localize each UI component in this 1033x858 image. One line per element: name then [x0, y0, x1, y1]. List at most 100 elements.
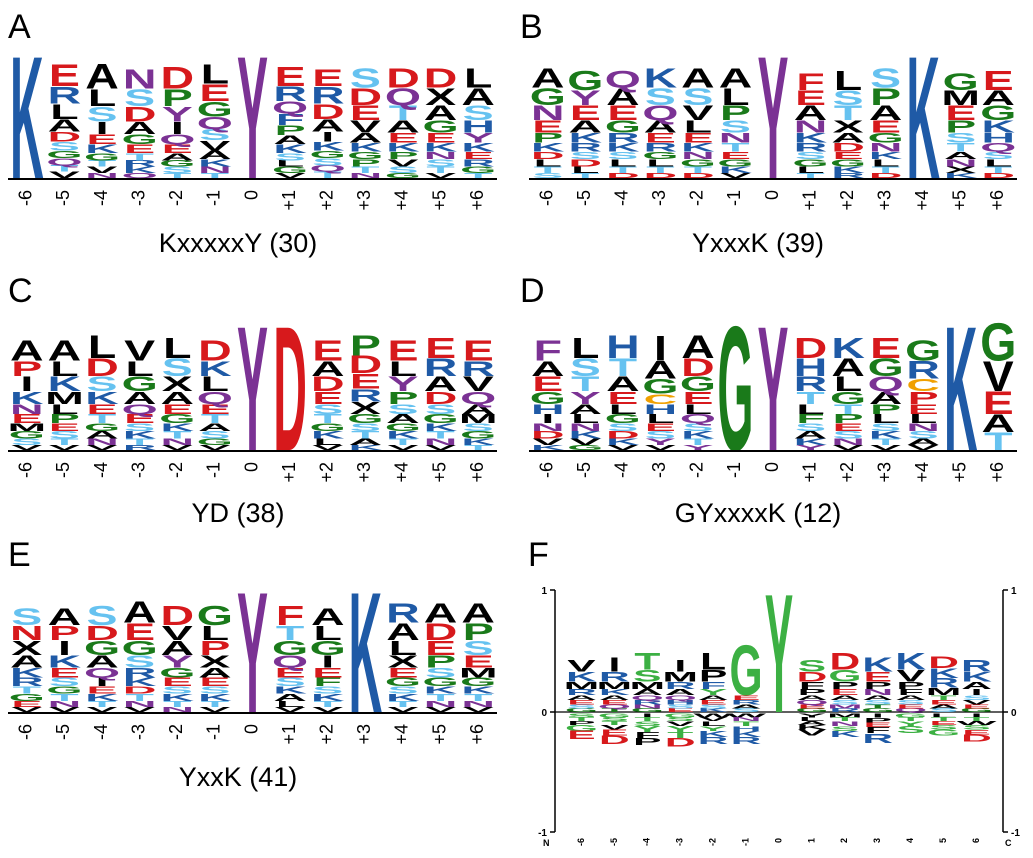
- position-label: -2: [166, 724, 186, 740]
- residue-glyph: R: [731, 735, 762, 746]
- residue-e: E: [162, 142, 193, 156]
- residue-glyph: Q: [310, 164, 346, 174]
- residue-glyph: T: [201, 172, 229, 180]
- residue-glyph: S: [897, 699, 925, 707]
- residue-glyph: R: [665, 680, 696, 692]
- residue-n: N: [681, 150, 714, 162]
- residue-q: Q: [868, 372, 904, 396]
- residue-a: A: [198, 665, 232, 680]
- residue-glyph: Q: [272, 98, 308, 117]
- residue-glyph: S: [795, 150, 826, 162]
- residue-glyph: M: [926, 686, 961, 698]
- residue-glyph: K: [85, 388, 119, 408]
- residue-glyph: A: [160, 388, 194, 408]
- position-label: +1: [279, 724, 299, 745]
- residue-glyph: D: [349, 83, 383, 111]
- residue-glyph: T: [88, 159, 117, 169]
- residue-m: M: [630, 680, 665, 692]
- residue-n: N: [719, 130, 752, 146]
- residue-g: G: [310, 148, 346, 160]
- residue-r: R: [386, 598, 420, 629]
- residue-g: G: [642, 150, 678, 162]
- residue-k: K: [48, 652, 82, 671]
- residue-d: D: [829, 649, 860, 675]
- residue-glyph: R: [123, 159, 157, 169]
- residue-glyph: H: [981, 130, 1014, 146]
- panel-caption: YxxxK (39): [692, 228, 824, 258]
- residue-v: V: [532, 437, 564, 447]
- residue-t: T: [314, 412, 343, 426]
- residue-glyph: V: [570, 437, 602, 447]
- residue-glyph: R: [961, 657, 992, 676]
- residue-e: E: [124, 142, 155, 156]
- residue-t: T: [351, 429, 380, 441]
- residue-l: L: [684, 402, 712, 418]
- residue-i: I: [971, 713, 983, 718]
- residue-s: S: [962, 694, 990, 702]
- residue-glyph: E: [463, 652, 494, 671]
- residue-glyph: E: [387, 665, 418, 680]
- residue-glyph: N: [531, 101, 564, 125]
- residue-glyph: K: [198, 157, 232, 169]
- residue-a: A: [85, 57, 119, 96]
- position-label: +6: [467, 462, 487, 483]
- residue-glyph: K: [531, 141, 565, 155]
- residue-t: T: [464, 172, 492, 180]
- residue-q: Q: [980, 141, 1016, 155]
- residue-s: S: [387, 685, 418, 696]
- residue-glyph: L: [609, 158, 637, 170]
- residue-glyph: G: [122, 636, 158, 660]
- residue-r: R: [906, 356, 940, 384]
- residue-k: K: [85, 692, 119, 703]
- residue-glyph: S: [49, 675, 80, 688]
- residue-g: G: [830, 388, 866, 408]
- residue-g: G: [9, 429, 45, 441]
- residue-glyph: K: [961, 669, 992, 684]
- residue-glyph: S: [607, 150, 638, 162]
- residue-glyph: T: [426, 692, 455, 703]
- residue-glyph: S: [199, 429, 230, 441]
- residue-glyph: K: [48, 372, 82, 396]
- residue-t: T: [601, 721, 628, 726]
- residue-k: K: [531, 444, 565, 452]
- position-label: -4: [612, 190, 632, 206]
- residue-glyph: L: [700, 720, 726, 727]
- residue-t: T: [634, 649, 660, 675]
- residue-e: E: [929, 699, 957, 707]
- residue-l: L: [909, 412, 937, 426]
- residue-glyph: R: [794, 372, 827, 396]
- residue-glyph: M: [45, 388, 84, 408]
- position-label: -5: [574, 462, 594, 478]
- residue-glyph: C: [906, 375, 939, 395]
- residue-glyph: A: [48, 335, 82, 367]
- residue-glyph: P: [908, 388, 939, 408]
- residue-g: G: [565, 723, 598, 732]
- residue-s: S: [897, 699, 925, 707]
- residue-glyph: S: [124, 84, 155, 112]
- residue-r: R: [123, 665, 157, 680]
- logo-column: K: [349, 556, 383, 749]
- residue-glyph: L: [163, 333, 191, 365]
- residue-glyph: K: [928, 665, 959, 680]
- residue-p: P: [162, 84, 193, 112]
- position-label: -3: [128, 462, 148, 478]
- residue-glyph: A: [48, 603, 82, 630]
- residue-k: K: [829, 729, 860, 738]
- residue-d: D: [606, 172, 639, 180]
- position-label: -3: [675, 838, 685, 846]
- residue-glyph: Q: [795, 699, 828, 707]
- residue-glyph: G: [894, 713, 927, 718]
- residue-glyph: N: [424, 700, 458, 710]
- residue-glyph: K: [794, 437, 827, 447]
- residue-l: L: [700, 720, 726, 727]
- residue-l: L: [571, 165, 599, 175]
- residue-t: T: [88, 700, 117, 710]
- residue-d: D: [681, 353, 714, 381]
- residue-y: Y: [570, 388, 601, 408]
- residue-glyph: L: [646, 158, 674, 170]
- residue-x: X: [425, 83, 456, 111]
